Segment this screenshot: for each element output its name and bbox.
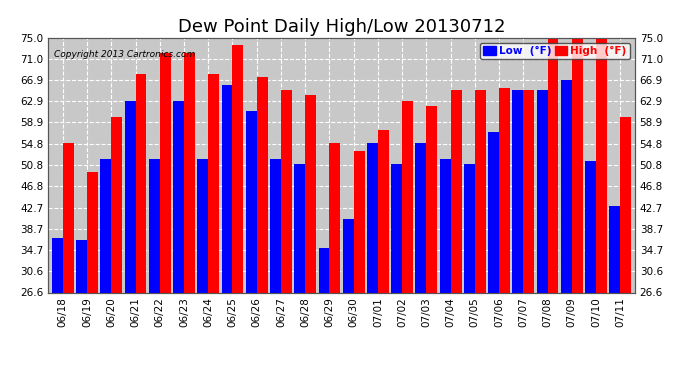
Bar xyxy=(596,38,607,292)
Bar xyxy=(415,143,426,292)
Bar xyxy=(295,164,305,292)
Bar xyxy=(537,90,548,292)
Bar xyxy=(111,117,122,292)
Bar xyxy=(523,90,534,292)
Bar xyxy=(451,90,462,292)
Bar xyxy=(208,74,219,292)
Bar xyxy=(281,90,292,292)
Bar xyxy=(475,90,486,292)
Bar xyxy=(270,159,281,292)
Bar xyxy=(488,132,499,292)
Bar xyxy=(173,101,184,292)
Bar xyxy=(52,238,63,292)
Bar xyxy=(343,219,354,292)
Bar xyxy=(585,161,596,292)
Bar xyxy=(246,111,257,292)
Bar xyxy=(426,106,437,292)
Bar xyxy=(184,53,195,292)
Bar xyxy=(561,80,572,292)
Bar xyxy=(63,143,74,292)
Bar xyxy=(149,159,160,292)
Bar xyxy=(233,45,244,292)
Bar xyxy=(513,90,523,292)
Bar xyxy=(391,164,402,292)
Bar xyxy=(440,159,451,292)
Bar xyxy=(197,159,208,292)
Bar xyxy=(609,206,620,292)
Text: Copyright 2013 Cartronics.com: Copyright 2013 Cartronics.com xyxy=(55,50,195,59)
Bar xyxy=(160,53,170,292)
Bar xyxy=(305,96,316,292)
Bar xyxy=(548,38,558,292)
Bar xyxy=(76,240,87,292)
Bar xyxy=(221,85,233,292)
Bar xyxy=(125,101,135,292)
Bar xyxy=(257,77,268,292)
Bar xyxy=(464,164,475,292)
Bar xyxy=(378,130,388,292)
Bar xyxy=(319,248,329,292)
Bar xyxy=(87,172,98,292)
Legend: Low  (°F), High  (°F): Low (°F), High (°F) xyxy=(480,43,629,59)
Title: Dew Point Daily High/Low 20130712: Dew Point Daily High/Low 20130712 xyxy=(178,18,505,36)
Bar xyxy=(620,117,631,292)
Bar xyxy=(572,38,582,292)
Bar xyxy=(101,159,111,292)
Bar xyxy=(135,74,146,292)
Bar xyxy=(402,101,413,292)
Bar xyxy=(354,151,364,292)
Bar xyxy=(367,143,378,292)
Bar xyxy=(329,143,340,292)
Bar xyxy=(499,87,510,292)
